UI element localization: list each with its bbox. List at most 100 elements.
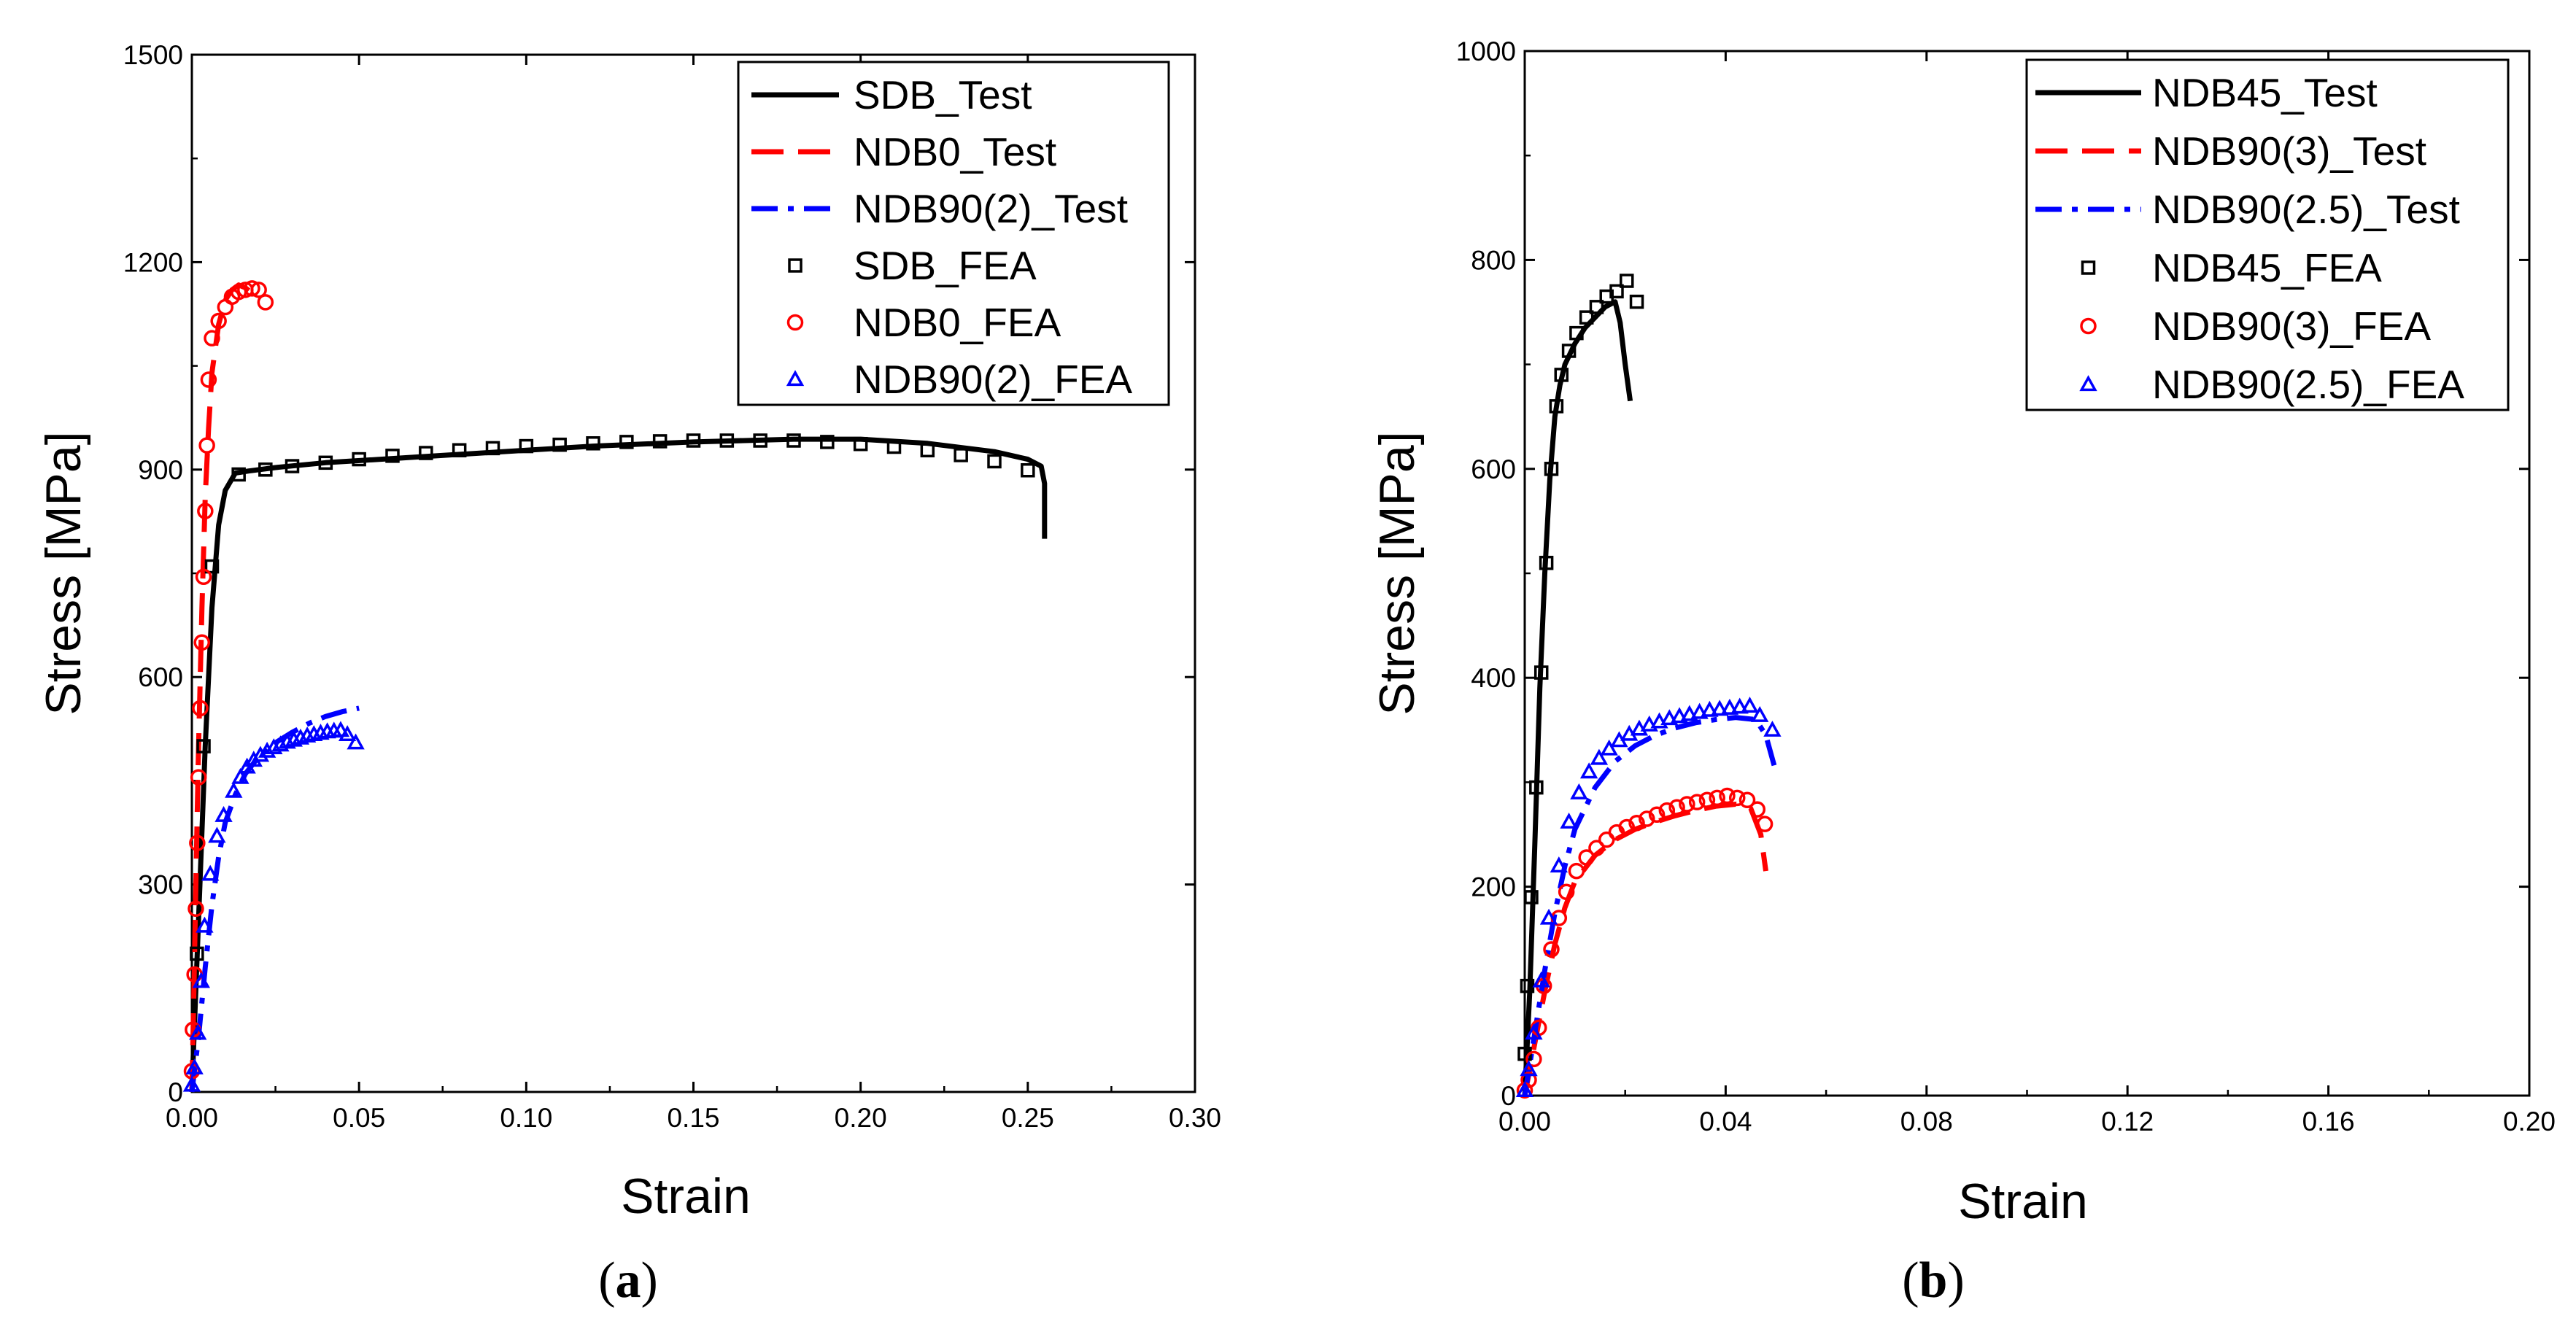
- legend-label-ndb90-2-5-fea: NDB90(2.5)_FEA: [2152, 362, 2464, 407]
- data-point-ndb90-3-fea: [1628, 814, 1645, 832]
- data-point-sdb-fea: [196, 739, 211, 754]
- x-axis-label-b: Strain: [1958, 1174, 2088, 1229]
- data-point-ndb0-fea: [250, 282, 267, 298]
- x-tick-label: 0.00: [1498, 1107, 1551, 1136]
- data-point-ndb45-fea: [1561, 344, 1577, 358]
- data-point-ndb45-fea: [1539, 555, 1554, 570]
- data-point-sdb-fea: [686, 433, 701, 448]
- data-point-ndb90-2-5-fea: [1751, 705, 1769, 722]
- data-point-ndb90-2-5-fea: [1532, 971, 1550, 988]
- data-point-sdb-fea: [519, 438, 534, 454]
- series-group-a: [182, 280, 1048, 1093]
- data-point-ndb90-2-fea: [208, 826, 226, 843]
- legend-label-ndb90-3-test: NDB90(3)_Test: [2152, 128, 2426, 174]
- x-tick-label: 0.12: [2101, 1107, 2154, 1136]
- data-point-ndb90-2-5-fea: [1730, 697, 1749, 714]
- legend-marker-sdb-fea: [788, 258, 802, 273]
- series-markers-ndb90-2-5-fea: [1515, 697, 1782, 1097]
- data-point-ndb45-fea: [1629, 294, 1644, 309]
- data-point-sdb-fea: [619, 435, 634, 449]
- data-point-ndb90-3-fea: [1738, 791, 1756, 808]
- data-point-sdb-fea: [452, 443, 467, 458]
- data-point-ndb90-3-fea: [1558, 883, 1575, 901]
- data-point-ndb45-fea: [1554, 368, 1569, 382]
- legend-label-ndb45-fea: NDB45_FEA: [2152, 245, 2382, 290]
- data-point-ndb90-2-5-fea: [1520, 1060, 1538, 1077]
- data-point-ndb90-2-5-fea: [1680, 705, 1699, 721]
- legend-label-sdb-fea: SDB_FEA: [854, 243, 1037, 288]
- data-point-sdb-fea: [786, 433, 801, 448]
- y-ticks-b: 0 200 400 600 800 1000: [1456, 36, 2529, 1111]
- data-point-ndb90-2-fea: [225, 781, 243, 798]
- data-point-ndb45-fea: [1529, 780, 1544, 795]
- data-point-sdb-fea: [652, 434, 668, 449]
- data-point-ndb0-fea: [198, 437, 215, 454]
- x-tick-label: 0.00: [166, 1103, 218, 1133]
- data-point-ndb90-3-fea: [1618, 818, 1636, 836]
- data-point-ndb90-2-fea: [185, 1058, 204, 1074]
- data-point-sdb-fea: [987, 454, 1002, 469]
- y-tick-label: 800: [1471, 245, 1516, 275]
- data-point-sdb-fea: [352, 452, 366, 467]
- data-point-ndb0-fea: [189, 834, 206, 851]
- data-point-ndb45-fea: [1609, 284, 1624, 299]
- legend-box-a: [737, 61, 1170, 406]
- data-point-sdb-fea: [419, 446, 433, 460]
- x-tick-label: 0.25: [1002, 1103, 1054, 1133]
- legend-label-ndb90-2-fea: NDB90(2)_FEA: [854, 357, 1132, 402]
- y-tick-label: 900: [138, 455, 183, 485]
- panel-caption-b: (b): [1902, 1252, 1965, 1309]
- legend-b: NDB45_Test NDB90(3)_Test NDB90(2.5)_Test ND…: [2025, 58, 2510, 411]
- data-point-ndb90-3-fea: [1520, 1072, 1537, 1088]
- y-tick-label: 1200: [123, 247, 183, 277]
- data-point-ndb90-2-fea: [331, 721, 350, 737]
- legend-label-ndb0-fea: NDB0_FEA: [854, 300, 1061, 345]
- x-tick-label: 0.08: [1900, 1107, 1953, 1136]
- series-markers-sdb-fea: [190, 433, 1035, 961]
- data-point-ndb0-fea: [244, 280, 260, 297]
- legend-label-ndb90-2-test: NDB90(2)_Test: [854, 186, 1128, 231]
- legend-marker-ndb90-3-fea: [2080, 317, 2097, 335]
- data-point-ndb90-3-fea: [1709, 789, 1725, 807]
- y-axis-label-b: Stress [MPa]: [1369, 431, 1425, 715]
- data-point-sdb-fea: [853, 436, 868, 452]
- data-point-ndb90-2-5-fea: [1701, 700, 1719, 717]
- data-point-ndb90-2-fea: [214, 805, 233, 822]
- series-line-ndb90-2-test: [189, 705, 360, 1093]
- data-point-sdb-fea: [258, 462, 273, 477]
- data-point-sdb-fea: [552, 437, 567, 452]
- data-point-ndb0-fea: [193, 634, 210, 651]
- y-tick-label: 400: [1471, 663, 1516, 693]
- data-point-sdb-fea: [920, 443, 935, 458]
- data-point-ndb45-fea: [1544, 462, 1559, 476]
- panel-letter-b: b: [1919, 1252, 1948, 1309]
- data-point-sdb-fea: [886, 439, 902, 454]
- data-point-sdb-fea: [231, 467, 246, 482]
- data-point-ndb90-2-5-fea: [1650, 712, 1668, 729]
- data-point-ndb90-3-fea: [1668, 799, 1685, 816]
- x-tick-label: 0.04: [1699, 1107, 1752, 1136]
- legend-box-b: [2025, 58, 2510, 411]
- data-point-ndb90-2-fea: [196, 916, 214, 933]
- data-point-sdb-fea: [385, 449, 400, 463]
- y-tick-label: 1000: [1456, 36, 1516, 66]
- panel-caption-a: (a): [598, 1252, 658, 1309]
- x-tick-label: 0.30: [1169, 1103, 1221, 1133]
- data-point-ndb90-2-5-fea: [1720, 698, 1739, 715]
- data-point-ndb45-fea: [1524, 890, 1539, 904]
- data-point-ndb0-fea: [190, 769, 207, 786]
- data-point-ndb90-2-5-fea: [1560, 813, 1578, 829]
- data-point-ndb90-3-fea: [1658, 802, 1676, 819]
- data-point-ndb90-3-fea: [1698, 791, 1716, 808]
- series-markers-ndb45-fea: [1517, 274, 1644, 1061]
- data-point-ndb90-2-fea: [338, 725, 357, 741]
- series-line-ndb45-test: [1522, 299, 1633, 1096]
- data-point-ndb90-2-5-fea: [1640, 715, 1658, 732]
- series-markers-ndb90-2-fea: [182, 721, 365, 1092]
- data-point-ndb0-fea: [204, 330, 220, 346]
- data-point-ndb45-fea: [1620, 274, 1634, 288]
- x-tick-label: 0.15: [667, 1103, 719, 1133]
- legend-marker-ndb90-2-fea: [786, 370, 805, 387]
- panel-letter-a: a: [616, 1252, 641, 1309]
